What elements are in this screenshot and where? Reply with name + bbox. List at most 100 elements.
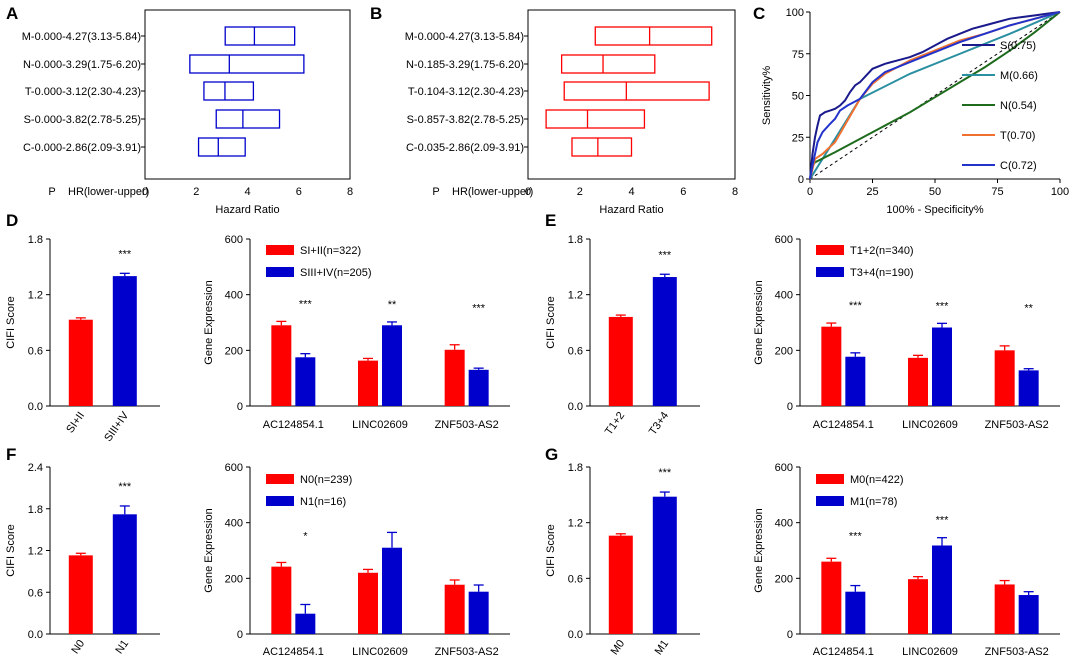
significance-label: ** xyxy=(1024,302,1033,314)
legend-swatch xyxy=(266,474,294,484)
bar xyxy=(295,357,316,406)
x-tick-label: 50 xyxy=(929,186,941,198)
legend-swatch xyxy=(266,245,294,255)
hr-box xyxy=(189,54,305,74)
significance-label: *** xyxy=(936,515,950,527)
y-axis-title: Sensitivity% xyxy=(761,66,773,126)
bar xyxy=(994,350,1015,406)
row-label: N-0.000-3.29(1.75-6.20) xyxy=(23,59,141,71)
bar xyxy=(908,579,928,634)
cifi-bar-chart-f: 0.0 0.6 1.2 1.8 2.4 CIFI Score N0 N1 *** xyxy=(5,462,160,656)
y-tick-label: 400 xyxy=(775,518,793,530)
plot-frame xyxy=(144,9,351,180)
bar xyxy=(608,535,633,634)
plot-frame xyxy=(527,9,736,180)
y-axis-title: CIFI Score xyxy=(5,296,17,349)
y-tick-label: 400 xyxy=(225,290,243,302)
y-tick-label: 0.0 xyxy=(568,629,583,641)
significance-label: * xyxy=(303,530,308,542)
y-tick-label: 2.4 xyxy=(28,462,43,474)
gene-expression-chart-e: 0 200 400 600 Gene Expression AC124854.1 *** LI… xyxy=(753,234,1060,431)
x-axis-title: Hazard Ratio xyxy=(215,204,279,216)
roc-series-line xyxy=(809,11,1061,180)
bar xyxy=(468,369,489,406)
hr-box xyxy=(203,81,255,101)
y-tick-label: 0 xyxy=(787,401,793,413)
bar xyxy=(112,276,137,406)
forest-plot-b: M-0.000-4.27(3.13-5.84) N-0.185-3.29(1.75… xyxy=(405,9,738,216)
y-tick-label: 100 xyxy=(786,7,804,19)
roc-series-line xyxy=(809,11,1061,180)
bar xyxy=(382,325,402,406)
roc-chart-c: 00 25 25 50 50 75 75 100 100 S(0.75) M(0.66) N(0.54… xyxy=(761,7,1069,216)
y-tick-label: 1.2 xyxy=(28,290,43,302)
bar xyxy=(295,613,316,634)
x-axis-title: 100% - Specificity% xyxy=(886,204,983,216)
bar xyxy=(444,584,465,634)
y-tick-label: 0 xyxy=(798,174,804,186)
legend-swatch xyxy=(816,267,844,277)
x-tick-label: AC124854.1 xyxy=(263,646,324,658)
x-tick-label: AC124854.1 xyxy=(813,646,874,658)
y-tick-label: 400 xyxy=(225,518,243,530)
y-tick-label: 600 xyxy=(225,234,243,246)
bar xyxy=(358,572,378,634)
x-tick-label: LINC02609 xyxy=(902,646,958,658)
hr-box xyxy=(560,54,656,74)
y-tick-label: 0.0 xyxy=(28,401,43,413)
x-tick-label: ZNF503-AS2 xyxy=(985,646,1049,658)
row-label: T-0.104-3.12(2.30-4.23) xyxy=(408,86,524,98)
x-tick-label: AC124854.1 xyxy=(813,419,874,431)
bar xyxy=(1018,370,1039,406)
gene-expression-chart-f: 0 200 400 600 Gene Expression AC124854.1 * LINC… xyxy=(203,462,510,658)
x-tick-label: T3+4 xyxy=(647,410,671,438)
significance-label: *** xyxy=(658,467,672,479)
legend-label: M(0.66) xyxy=(1000,70,1038,82)
row-label: T-0.000-3.12(2.30-4.23) xyxy=(25,86,141,98)
hr-box xyxy=(563,81,710,101)
legend-label: T3+4(n=190) xyxy=(850,267,914,279)
x-tick-label: N1 xyxy=(113,638,131,656)
y-tick-label: 200 xyxy=(225,573,243,585)
bar xyxy=(908,357,928,406)
significance-label: *** xyxy=(118,481,132,493)
bar xyxy=(608,316,633,406)
row-label: N-0.185-3.29(1.75-6.20) xyxy=(406,59,524,71)
significance-label: ** xyxy=(388,299,397,311)
x-tick-label: AC124854.1 xyxy=(263,419,324,431)
hr-box xyxy=(224,26,296,46)
row-label: M-0.000-4.27(3.13-5.84) xyxy=(22,31,141,43)
x-tick-label: N0 xyxy=(69,638,87,656)
significance-label: *** xyxy=(936,300,950,312)
legend-label: S(0.75) xyxy=(1000,40,1036,52)
bar xyxy=(652,496,677,634)
hr-box xyxy=(571,137,633,157)
cifi-bar-chart-e: 0.0 0.6 1.2 1.8 CIFI Score T1+2 T3+4 *** xyxy=(545,234,700,438)
y-tick-label: 1.8 xyxy=(568,234,583,246)
legend-label: M0(n=422) xyxy=(850,474,904,486)
legend-swatch xyxy=(816,474,844,484)
gene-expression-chart-d: 0 200 400 600 Gene Expression AC124854.1 *** LI… xyxy=(203,234,510,431)
x-tick-label: 2 xyxy=(577,186,583,198)
x-tick-label: 6 xyxy=(296,186,302,198)
row-label: C-0.000-2.86(2.09-3.91) xyxy=(23,142,141,154)
hr-box xyxy=(594,26,713,46)
legend-label: SIII+IV(n=205) xyxy=(300,267,372,279)
panel-letter-a: A xyxy=(6,4,18,23)
x-tick-label: 6 xyxy=(680,186,686,198)
bar xyxy=(652,277,677,406)
legend-label: N0(n=239) xyxy=(300,474,352,486)
y-axis-title: Gene Expression xyxy=(753,280,765,364)
x-tick-label: 2 xyxy=(193,186,199,198)
p-header: P xyxy=(48,186,55,198)
x-tick-label: 4 xyxy=(244,186,250,198)
y-tick-label: 1.2 xyxy=(568,290,583,302)
y-tick-label: 400 xyxy=(775,290,793,302)
row-label: S-0.000-3.82(2.78-5.25) xyxy=(24,114,141,126)
hr-box xyxy=(545,109,646,129)
significance-label: *** xyxy=(118,248,132,260)
y-axis-title: CIFI Score xyxy=(545,296,557,349)
panel-letter-b: B xyxy=(370,4,382,23)
y-tick-label: 0 xyxy=(787,629,793,641)
x-tick-label: 75 xyxy=(991,186,1003,198)
